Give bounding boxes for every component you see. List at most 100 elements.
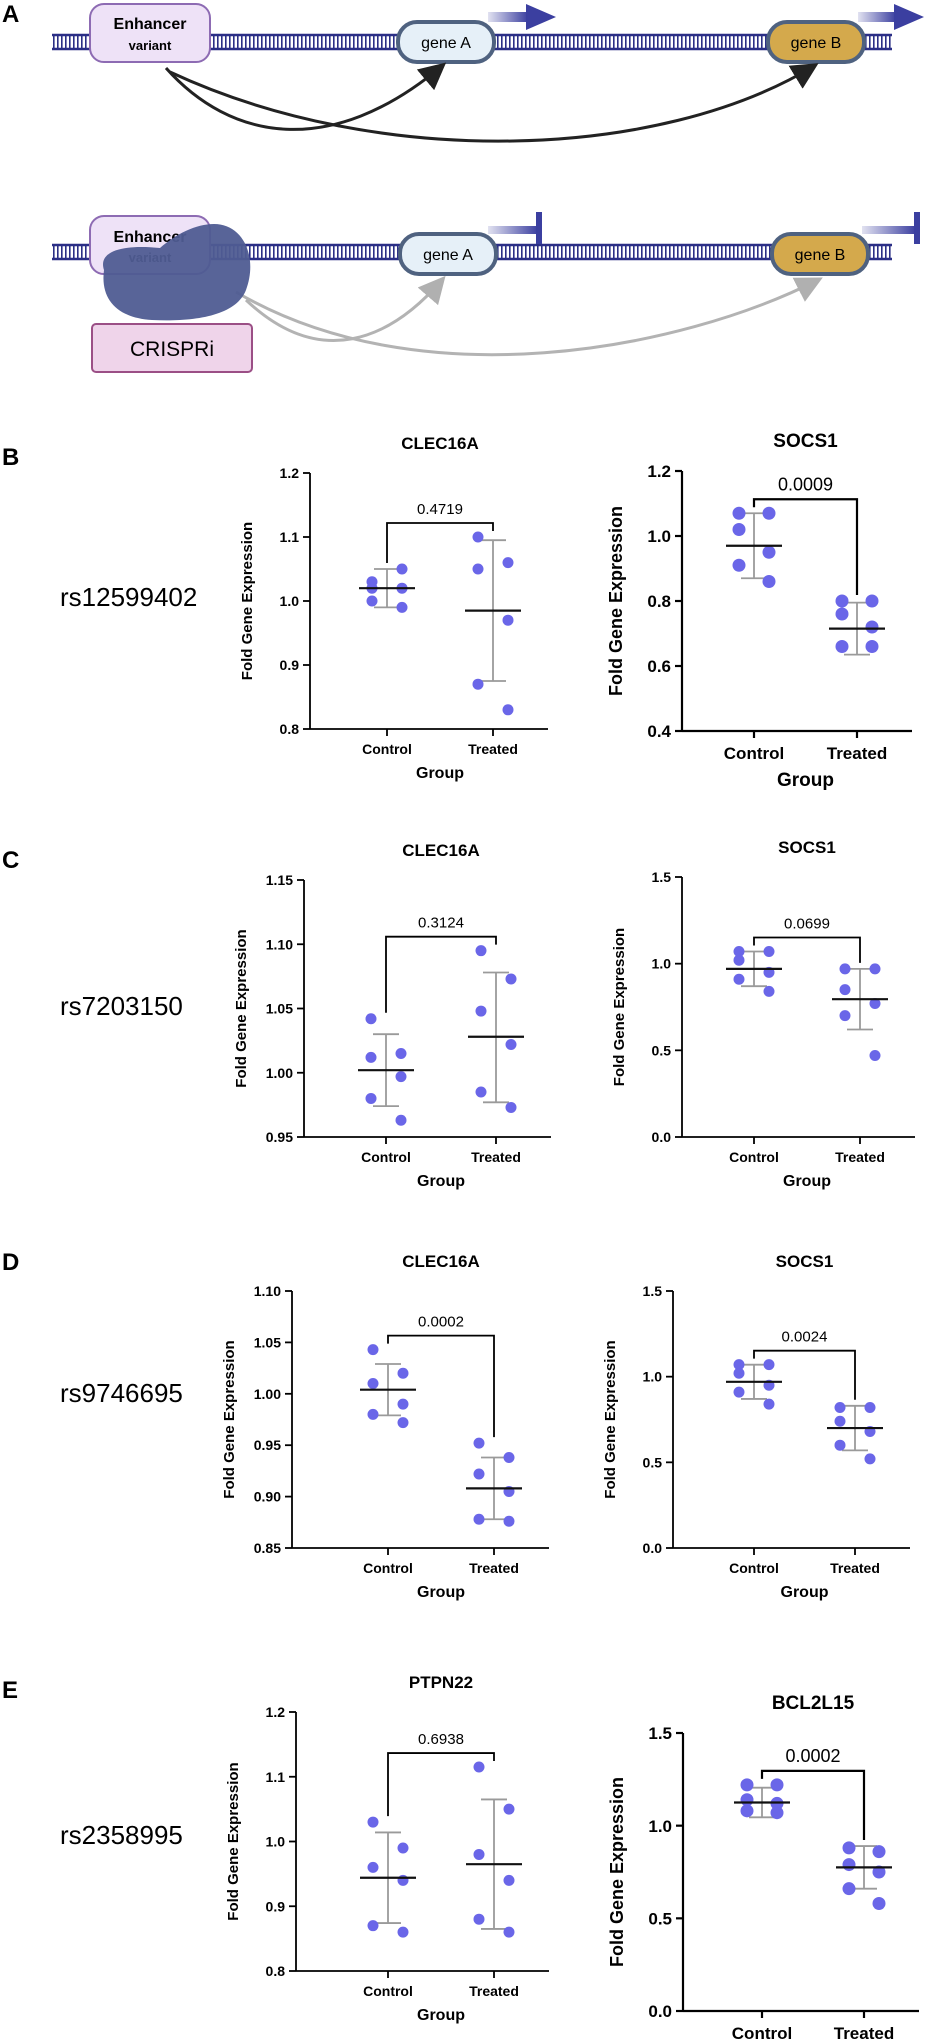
data-point [839, 963, 851, 975]
y-tick-label: 1.1 [266, 1769, 286, 1785]
data-point [502, 614, 514, 626]
y-tick-label: 1.05 [254, 1334, 281, 1350]
chart-title: BCL2L15 [772, 1693, 855, 1714]
x-axis-label: Group [777, 770, 834, 791]
y-tick-label: 0.85 [254, 1540, 281, 1556]
gene-b-box-2 [770, 232, 870, 276]
gene-a-blocked-shaft [488, 226, 538, 234]
x-tick-label-control: Control [724, 744, 784, 763]
chart-title: CLEC16A [402, 841, 479, 860]
data-point [864, 1453, 876, 1465]
data-point [397, 1874, 409, 1886]
x-tick-label-control: Control [362, 741, 412, 757]
data-point [502, 557, 514, 569]
y-axis-label: Fold Gene Expression [607, 1777, 627, 1967]
p-value-label: 0.3124 [418, 915, 464, 932]
y-tick-label: 1.0 [266, 1834, 286, 1850]
chart-title: PTPN22 [409, 1673, 473, 1692]
series-treated [832, 963, 888, 1062]
y-tick-label: 0.95 [254, 1437, 281, 1453]
y-tick-label: 0.0 [652, 1129, 672, 1145]
data-point [503, 1926, 515, 1938]
gene-b-label: gene B [791, 35, 842, 52]
gene-b-arrow-head [894, 4, 924, 30]
p-value-label: 0.0699 [784, 916, 830, 933]
data-point [732, 506, 746, 520]
gene-a-block-bar [536, 212, 542, 244]
y-tick-label: 1.00 [266, 1065, 293, 1081]
y-tick-label: 1.0 [647, 527, 671, 546]
y-axis-label: Fold Gene Expression [239, 522, 256, 680]
significance-bracket [752, 498, 859, 595]
chart-title: SOCS1 [776, 1252, 834, 1271]
chart-d1: 0.85 0.90 0.95 1.00 1.05 1.10 Control TreatedGr… [221, 1252, 549, 1601]
data-point [763, 1398, 775, 1410]
y-axis-label: Fold Gene Expression [611, 928, 628, 1086]
chart-title: SOCS1 [773, 431, 838, 452]
y-tick-label: 0.5 [643, 1454, 663, 1470]
interaction-arrow-gene-b-gray [235, 277, 823, 357]
data-point [740, 1804, 754, 1818]
p-value-label: 0.0002 [418, 1314, 464, 1331]
data-point [733, 1386, 745, 1398]
panel-label-d: D [2, 1249, 19, 1276]
x-tick-label-control: Control [729, 1560, 779, 1576]
series-treated [466, 1437, 522, 1527]
x-tick-label-control: Control [363, 1560, 413, 1576]
data-point [502, 704, 514, 716]
y-tick-label: 0.6 [647, 657, 671, 676]
gene-a-arrow-head [526, 4, 556, 30]
x-tick-label-treated: Treated [835, 1149, 885, 1165]
significance-bracket [385, 935, 497, 1013]
data-point [473, 1437, 485, 1449]
data-point [842, 1882, 856, 1896]
snp-label-c: rs7203150 [60, 991, 183, 1021]
y-tick-label: 1.05 [266, 1001, 293, 1017]
enhancer-subtitle: variant [129, 38, 172, 53]
data-point [835, 640, 849, 653]
panel-label-a: A [2, 1, 19, 28]
data-point [473, 1761, 485, 1773]
data-point [732, 523, 746, 536]
data-point [367, 1920, 379, 1932]
p-value-label: 0.0024 [782, 1329, 828, 1346]
data-point [835, 594, 849, 608]
enhancer-title: Enhancer [114, 16, 187, 33]
data-point [367, 1344, 379, 1356]
chart-c1: 0.95 1.00 1.05 1.10 1.15 Control Treated Group F… [233, 841, 551, 1190]
series-control [726, 1359, 782, 1410]
significance-bracket [386, 522, 494, 563]
series-control [734, 1778, 790, 1820]
data-point [396, 601, 408, 613]
x-axis-label: Group [781, 1584, 829, 1601]
data-point [367, 1378, 379, 1390]
data-point [397, 1926, 409, 1938]
data-point [733, 973, 745, 985]
data-point [763, 1359, 775, 1371]
y-axis-label: Fold Gene Expression [602, 1340, 619, 1498]
x-axis-label: Group [416, 765, 464, 782]
data-point [835, 607, 849, 621]
data-point [503, 1874, 515, 1886]
y-tick-label: 0.95 [266, 1129, 293, 1145]
series-control [358, 1013, 414, 1126]
y-tick-label: 0.5 [648, 1909, 672, 1928]
y-tick-label: 1.10 [254, 1283, 281, 1299]
p-value-label: 0.6938 [418, 1731, 464, 1748]
significance-bracket [760, 1769, 866, 1841]
data-point [503, 1452, 515, 1464]
data-point [865, 594, 879, 608]
x-tick-label-treated: Treated [471, 1149, 521, 1165]
gene-b-arrow-shaft [858, 12, 896, 22]
p-value-label: 0.0002 [785, 1746, 840, 1766]
data-point [505, 1101, 517, 1113]
data-point [740, 1778, 754, 1792]
schematic-crispri: Enhancer variant CRISPRi gene A gene B [52, 212, 920, 373]
x-axis-label: Group [417, 1584, 465, 1601]
data-point [397, 1417, 409, 1429]
data-point [367, 1861, 379, 1873]
